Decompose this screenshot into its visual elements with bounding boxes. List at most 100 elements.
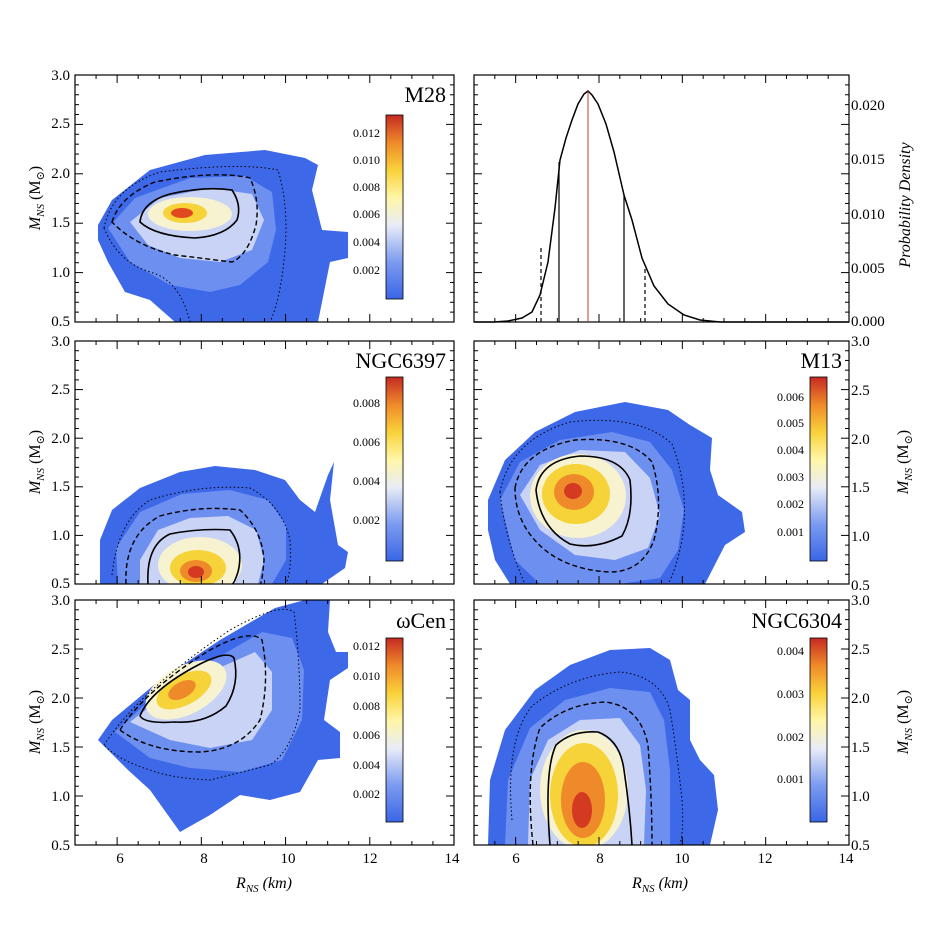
omegacen-density-map [98, 600, 348, 832]
omegacen-x-axis-label: RNS (km) [235, 875, 292, 895]
omegacen-y-ticks: 0.5 1.0 1.5 2.0 2.5 3.0 [51, 593, 70, 854]
m28-y-axis-label: MNS (M⊙) [27, 166, 47, 231]
m13-density-map [488, 402, 745, 584]
ngc6397-ytick: 1.5 [51, 479, 70, 495]
ngc6397-cbtick: 0.006 [353, 435, 380, 449]
ngc6304-xtick: 14 [839, 851, 855, 867]
ngc6397-density-map [100, 462, 348, 584]
ngc6397-cbtick: 0.002 [353, 513, 380, 527]
m28-contour-2sigma [111, 174, 258, 263]
omegacen-xtick: 10 [281, 851, 296, 867]
ngc6397-ytick: 2.5 [51, 382, 70, 398]
panel-ngc6304: 0.5 1.0 1.5 2.0 2.5 3.0 6 8 10 12 14 NGC… [473, 593, 915, 895]
omegacen-xtick: 12 [363, 851, 378, 867]
ngc6304-ytick: 1.5 [851, 740, 870, 756]
ngc6304-contour-1sigma [547, 730, 633, 845]
omegacen-xtick: 6 [116, 851, 124, 867]
density-y-ticks: 0.000 0.005 0.010 0.015 0.020 [851, 98, 885, 330]
omegacen-ytick: 3.0 [51, 593, 70, 609]
ngc6304-x-ticks: 6 8 10 12 14 [512, 851, 854, 867]
omegacen-cbtick: 0.012 [353, 639, 380, 653]
m13-ytick: 2.0 [851, 432, 870, 448]
density-ytick: 0.015 [851, 152, 885, 168]
ngc6304-cbtick: 0.003 [777, 687, 804, 701]
ngc6397-ytick: 1.0 [51, 528, 70, 544]
m13-ytick: 2.5 [851, 383, 870, 399]
ngc6304-cbtick: 0.004 [777, 644, 804, 658]
omegacen-colorbar [385, 637, 404, 823]
ngc6304-contour-2sigma [529, 701, 653, 845]
m13-cbtick: 0.001 [777, 525, 804, 539]
panel-marginal-density: 0.000 0.005 0.010 0.015 0.020 Probabilit… [473, 74, 914, 330]
m28-ytick: 1.5 [51, 215, 70, 231]
axis-tick-marks [74, 74, 850, 846]
m13-contour-1sigma [535, 455, 632, 547]
ngc6304-y-axis-label: MNS (M⊙) [895, 690, 915, 755]
ngc6304-cbtick: 0.002 [777, 730, 804, 744]
omegacen-ytick: 2.5 [51, 642, 70, 658]
omegacen-cbtick: 0.006 [353, 728, 380, 742]
ngc6304-ytick: 3.0 [851, 593, 870, 609]
omegacen-ytick: 0.5 [51, 838, 70, 854]
ngc6304-ytick: 1.0 [851, 789, 870, 805]
ngc6304-xtick: 10 [675, 851, 690, 867]
panel-ngc6397: 0.5 1.0 1.5 2.0 2.5 3.0 NGC6397 0.002 0.… [27, 334, 455, 592]
m28-ytick: 1.0 [51, 265, 70, 281]
ngc6397-contour-2sigma [125, 507, 265, 584]
m28-contour-3sigma [103, 165, 287, 322]
ngc6397-colorbar-ticks: 0.002 0.004 0.006 0.008 [353, 396, 380, 527]
m13-ytick: 0.5 [851, 578, 870, 594]
omegacen-contour-2sigma [119, 635, 267, 753]
omegacen-y-axis-label: MNS (M⊙) [27, 690, 47, 755]
omegacen-panel-title: ωCen [396, 608, 446, 633]
ngc6304-x-axis-label: RNS (km) [631, 875, 688, 895]
m13-cbtick: 0.006 [777, 390, 804, 404]
m28-cbtick: 0.010 [353, 153, 380, 167]
omegacen-xtick: 14 [445, 851, 461, 867]
ngc6397-contour-1sigma [147, 528, 241, 584]
m13-contour-3sigma [499, 419, 685, 584]
m28-ytick: 2.5 [51, 116, 70, 132]
m13-ytick: 3.0 [851, 334, 870, 350]
m13-y-ticks: 0.5 1.0 1.5 2.0 2.5 3.0 [851, 334, 870, 594]
ngc6304-panel-title: NGC6304 [752, 608, 842, 633]
ngc6397-contour-3sigma [111, 486, 291, 584]
m28-y-ticks: 0.5 1.0 1.5 2.0 2.5 3.0 [51, 68, 70, 330]
omegacen-ytick: 1.5 [51, 740, 70, 756]
ngc6304-density-map [488, 648, 718, 845]
ngc6304-xtick: 8 [596, 851, 604, 867]
omegacen-colorbar-ticks: 0.002 0.004 0.006 0.008 0.010 0.012 [353, 639, 380, 801]
omegacen-ytick: 2.0 [51, 691, 70, 707]
density-axes-frame [473, 74, 850, 323]
ngc6304-xtick: 6 [512, 851, 520, 867]
ngc6397-ytick: 3.0 [51, 334, 70, 350]
m28-colorbar-ticks: 0.002 0.004 0.006 0.008 0.010 0.012 [353, 126, 380, 277]
m13-cbtick: 0.004 [777, 443, 804, 457]
m13-contour-2sigma [514, 438, 660, 573]
m13-y-axis-label: MNS (M⊙) [895, 430, 915, 495]
ngc6304-xtick: 12 [758, 851, 773, 867]
density-ytick: 0.020 [851, 98, 885, 114]
omegacen-xtick: 8 [200, 851, 208, 867]
panel-omega-cen: 0.5 1.0 1.5 2.0 2.5 3.0 6 8 10 12 14 ωCe… [27, 593, 460, 895]
ngc6397-cbtick: 0.004 [353, 474, 380, 488]
m28-cbtick: 0.008 [353, 180, 380, 194]
ngc6304-colorbar-ticks: 0.001 0.002 0.003 0.004 [777, 644, 804, 786]
ngc6304-ytick: 0.5 [851, 838, 870, 854]
m13-cbtick: 0.002 [777, 497, 804, 511]
m28-cbtick: 0.002 [353, 263, 380, 277]
panel-m28: 0.5 1.0 1.5 2.0 2.5 3.0 M28 0.002 0.004 … [27, 68, 455, 330]
m28-ytick: 0.5 [51, 314, 70, 330]
m13-cbtick: 0.003 [777, 470, 804, 484]
ngc6304-ytick: 2.0 [851, 691, 870, 707]
ngc6304-y-ticks: 0.5 1.0 1.5 2.0 2.5 3.0 [851, 593, 870, 854]
omegacen-ytick: 1.0 [51, 789, 70, 805]
m13-colorbar-ticks: 0.001 0.002 0.003 0.004 0.005 0.006 [777, 390, 804, 539]
omegacen-x-ticks: 6 8 10 12 14 [116, 851, 460, 867]
omegacen-cbtick: 0.002 [353, 787, 380, 801]
ngc6397-cbtick: 0.008 [353, 396, 380, 410]
m28-ytick: 2.0 [51, 166, 70, 182]
m13-ytick: 1.5 [851, 480, 870, 496]
ngc6304-ytick: 2.5 [851, 642, 870, 658]
